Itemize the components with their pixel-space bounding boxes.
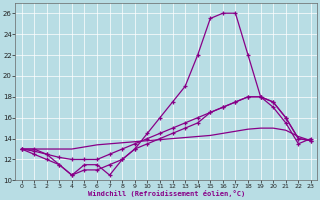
X-axis label: Windchill (Refroidissement éolien,°C): Windchill (Refroidissement éolien,°C)	[88, 190, 245, 197]
